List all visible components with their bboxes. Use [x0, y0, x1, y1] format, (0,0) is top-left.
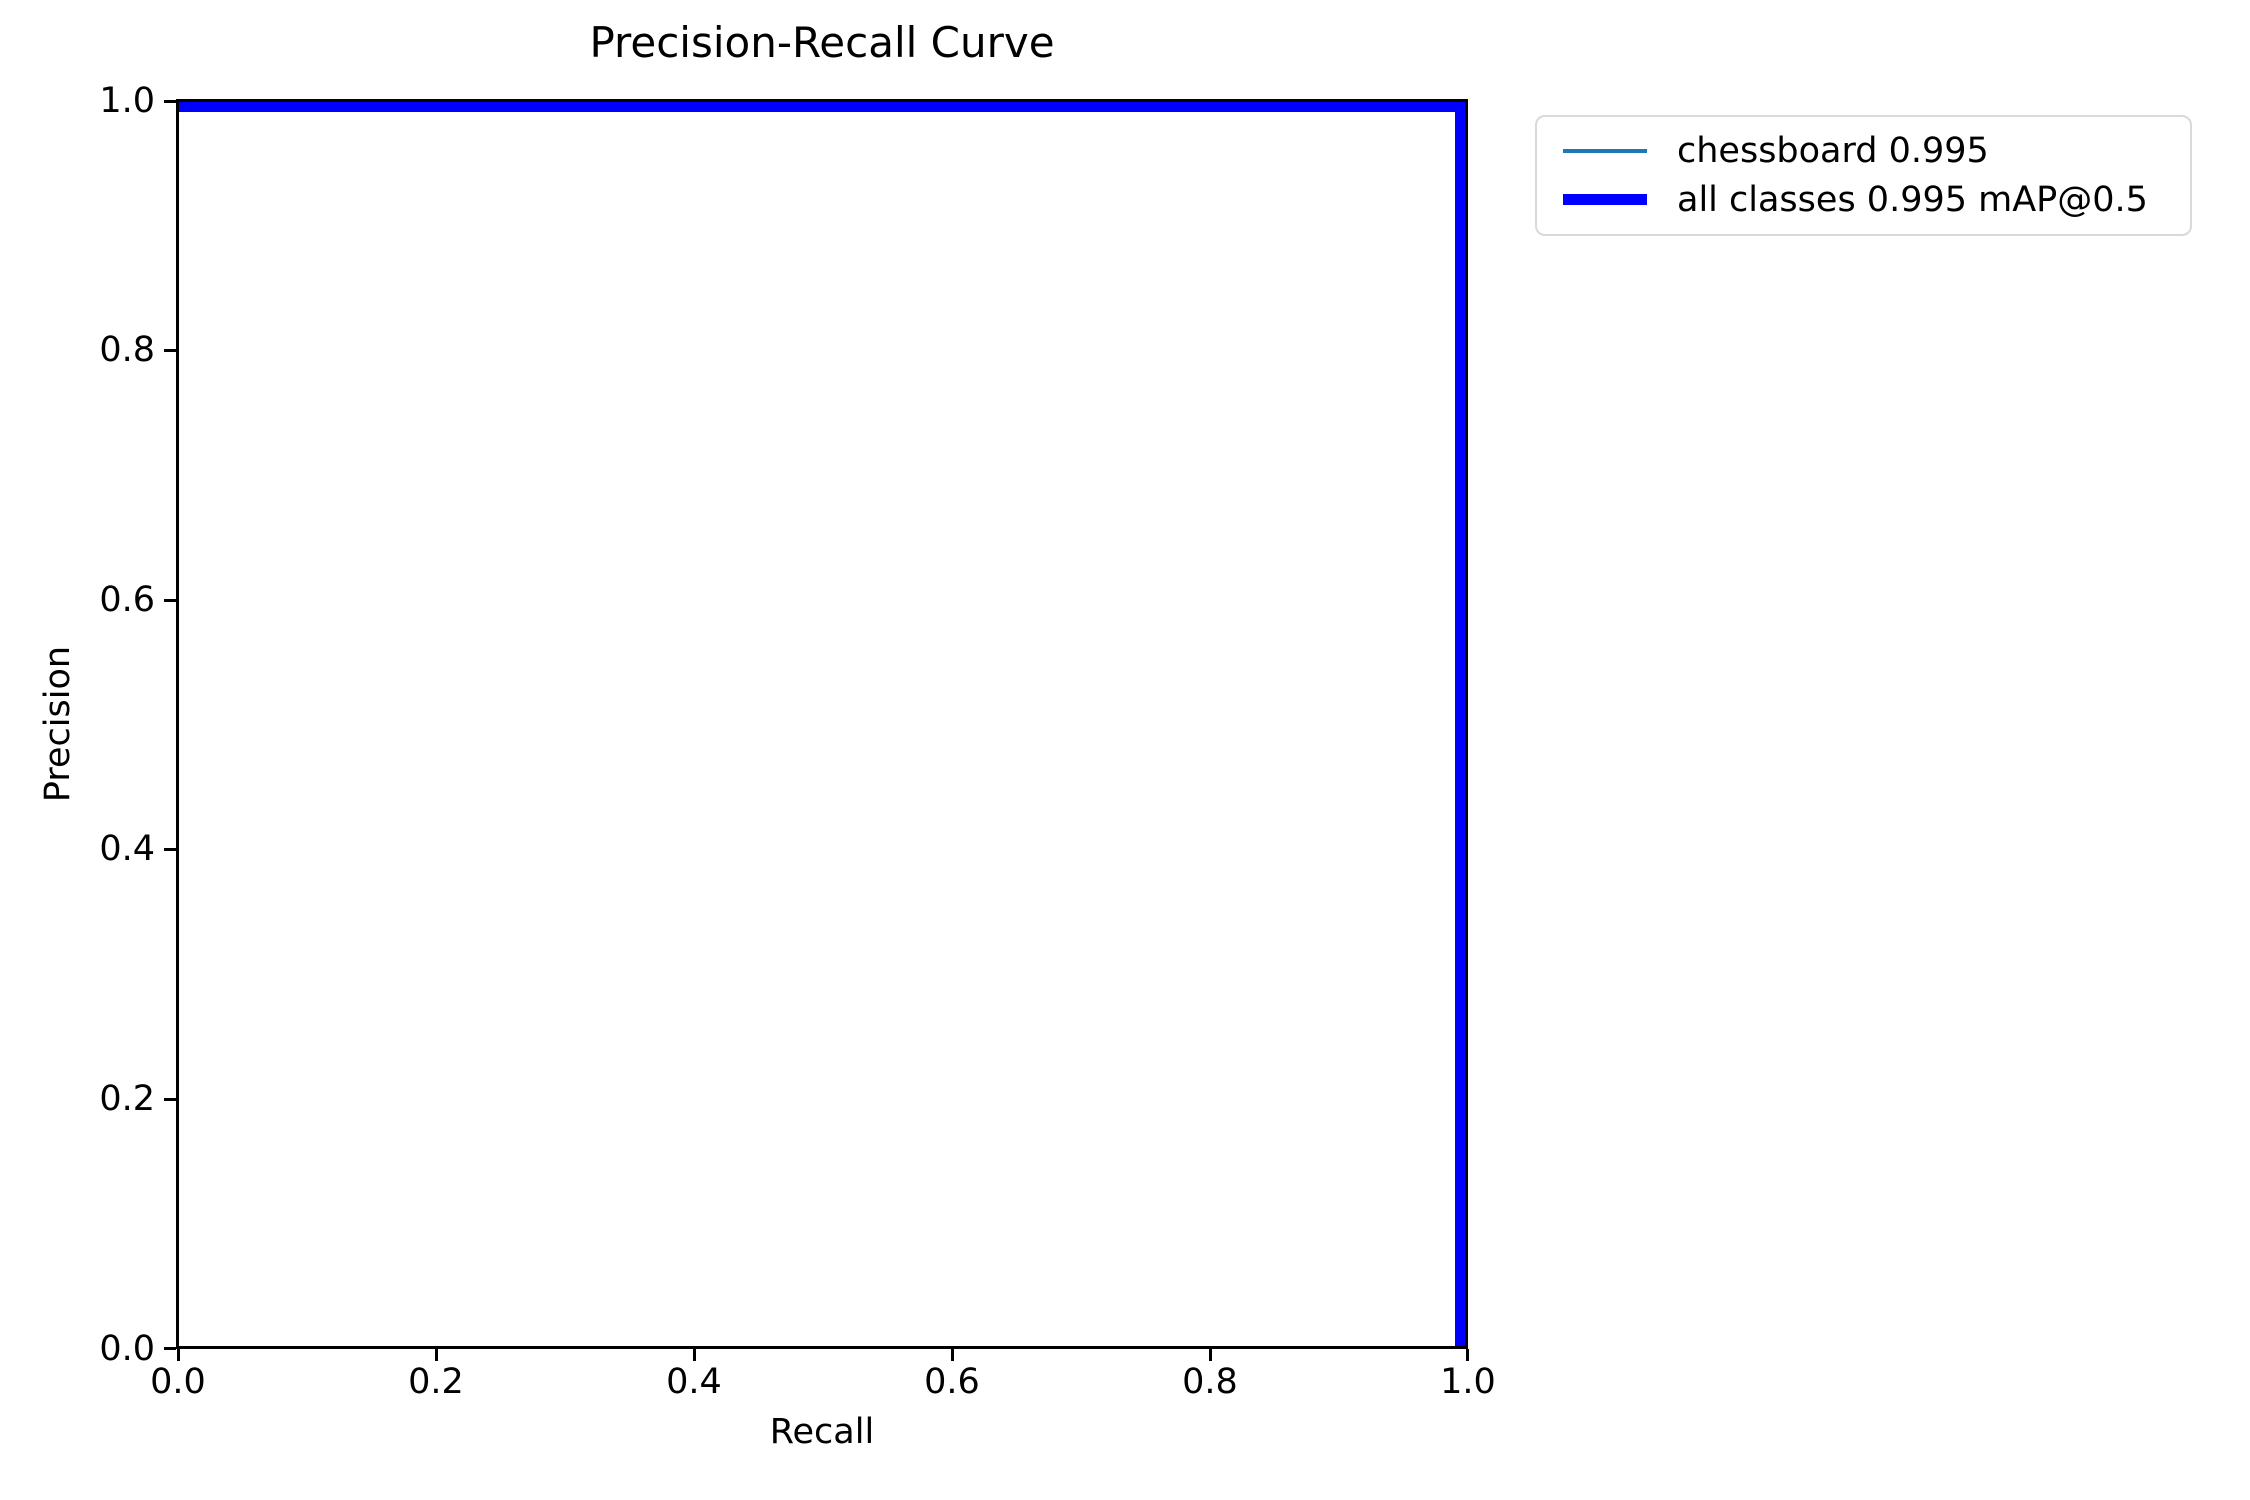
- y-tick-label: 0.8: [99, 330, 155, 370]
- series-line-all-classes-top: [179, 102, 1465, 112]
- y-axis-label: Precision: [38, 645, 78, 803]
- y-tick-label: 0.2: [99, 1079, 155, 1119]
- y-tick-label: 0.4: [99, 829, 155, 869]
- x-tick-mark: [1466, 1349, 1469, 1361]
- y-tick-mark: [164, 1347, 176, 1350]
- y-tick-mark: [164, 599, 176, 602]
- legend-line-swatch-chessboard: [1563, 149, 1647, 154]
- x-tick-mark: [951, 1349, 954, 1361]
- plot-area: [176, 99, 1468, 1349]
- x-tick-label: 0.0: [150, 1362, 206, 1402]
- x-tick-label: 0.2: [408, 1362, 464, 1402]
- legend-label: chessboard 0.995: [1677, 131, 1989, 172]
- y-tick-mark: [164, 1098, 176, 1101]
- legend-swatch-box: [1563, 149, 1647, 154]
- x-tick-label: 0.8: [1182, 1362, 1238, 1402]
- legend: chessboard 0.995 all classes 0.995 mAP@0…: [1535, 115, 2192, 236]
- x-tick-label: 1.0: [1440, 1362, 1496, 1402]
- x-tick-label: 0.4: [666, 1362, 722, 1402]
- legend-item-chessboard: chessboard 0.995: [1537, 127, 2190, 175]
- legend-label: all classes 0.995 mAP@0.5: [1677, 179, 2148, 220]
- series-line-all-classes-right: [1455, 102, 1465, 1346]
- y-tick-mark: [164, 100, 176, 103]
- x-tick-mark: [177, 1349, 180, 1361]
- y-tick-label: 0.6: [99, 580, 155, 620]
- x-tick-mark: [435, 1349, 438, 1361]
- x-tick-label: 0.6: [924, 1362, 980, 1402]
- legend-swatch-box: [1563, 194, 1647, 206]
- y-tick-label: 1.0: [99, 81, 155, 121]
- x-tick-mark: [693, 1349, 696, 1361]
- legend-line-swatch-all-classes: [1563, 194, 1647, 206]
- x-tick-mark: [1209, 1349, 1212, 1361]
- y-tick-mark: [164, 349, 176, 352]
- y-tick-label: 0.0: [99, 1329, 155, 1369]
- chart-title: Precision-Recall Curve: [589, 18, 1055, 67]
- x-axis-label: Recall: [769, 1412, 875, 1452]
- legend-item-all-classes: all classes 0.995 mAP@0.5: [1537, 176, 2190, 224]
- y-tick-mark: [164, 848, 176, 851]
